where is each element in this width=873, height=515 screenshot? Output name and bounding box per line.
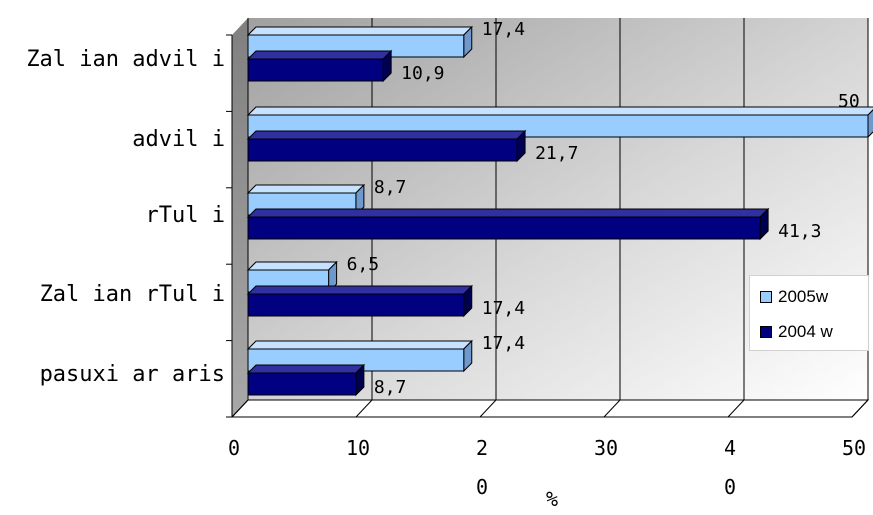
legend: 2005w 2004 w (749, 275, 869, 351)
data-label: 50 (838, 91, 860, 112)
floor-gridline (851, 399, 869, 418)
legend-swatch-2005 (760, 291, 772, 303)
legend-label-2005: 2005w (778, 287, 829, 306)
data-label: 6,5 (347, 254, 380, 275)
bars-layer (246, 25, 873, 397)
bar (247, 372, 357, 396)
floor (230, 399, 870, 418)
floor-gridline (479, 399, 497, 418)
x-tick-label: 2 (476, 436, 488, 460)
legend-swatch-2004 (760, 326, 772, 338)
floor-gridline (355, 399, 373, 418)
bar (247, 138, 518, 162)
data-label: 41,3 (778, 221, 821, 242)
data-label: 17,4 (482, 298, 525, 319)
legend-item-2005: 2005w (760, 287, 828, 307)
side-wall (232, 18, 248, 417)
x-tick-label: 10 (346, 436, 370, 460)
bar-top (246, 184, 366, 194)
bar-top (246, 364, 366, 374)
bar (247, 58, 384, 82)
data-label: 17,4 (482, 19, 525, 40)
x-tick-label-wrap: 0 (476, 475, 488, 499)
data-label: 21,7 (535, 143, 578, 164)
data-label: 10,9 (401, 63, 444, 84)
floor-gridline (603, 399, 621, 418)
data-label: 8,7 (374, 177, 407, 198)
bar-top (246, 106, 873, 116)
floor-gridline (727, 399, 745, 418)
category-label: advil i (132, 127, 225, 152)
category-label: Zal ian advil i (26, 47, 225, 72)
bar (247, 293, 465, 317)
bar-top (246, 130, 527, 140)
x-tick-label: 0 (228, 436, 240, 460)
bar-top (246, 285, 473, 295)
category-label: pasuxi ar aris (40, 362, 225, 387)
x-tick-label-wrap: 0 (724, 475, 736, 499)
data-label: 17,4 (482, 333, 525, 354)
legend-label-2004: 2004 w (778, 322, 833, 341)
data-label: 8,7 (374, 377, 407, 398)
bar-top (246, 340, 473, 350)
bar-top (246, 261, 338, 271)
bar-top (246, 26, 473, 36)
legend-item-2004: 2004 w (760, 322, 833, 342)
bar-top (246, 50, 393, 60)
bar (247, 216, 761, 240)
category-label: rTul i (146, 203, 225, 228)
floor-gridline (231, 399, 249, 418)
x-tick-label: 4 (724, 436, 736, 460)
x-tick-label: 50 (842, 436, 866, 460)
x-tick-label: 30 (594, 436, 618, 460)
bar-top (246, 208, 770, 218)
category-label: Zal ian rTul i (40, 282, 225, 307)
x-axis-title: % (546, 487, 558, 511)
